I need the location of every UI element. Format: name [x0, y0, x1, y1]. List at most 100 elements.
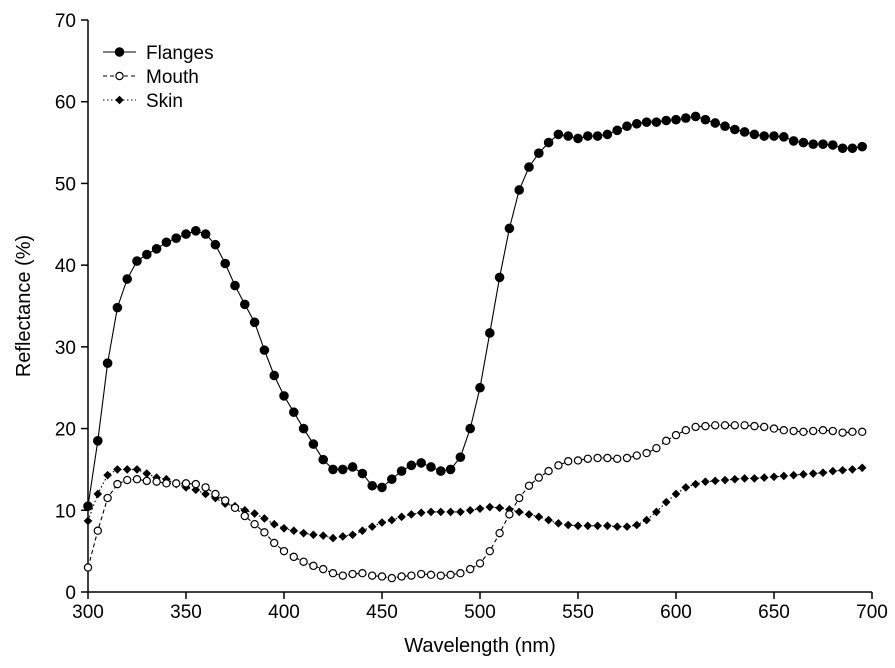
data-point-mouth [534, 473, 544, 482]
y-tick-label: 30 [55, 338, 76, 359]
data-point-skin [701, 477, 710, 486]
data-point-skin [710, 476, 720, 486]
data-point-mouth [230, 503, 240, 513]
data-point-flanges [749, 129, 760, 140]
data-point-flanges [808, 139, 819, 150]
data-point-skin [289, 526, 299, 536]
data-point-mouth [622, 453, 632, 463]
data-point-mouth [270, 538, 279, 548]
data-point-flanges [102, 358, 113, 369]
data-point-mouth [828, 426, 838, 436]
data-point-mouth [211, 489, 220, 499]
data-point-mouth [162, 479, 171, 488]
data-point-skin [759, 473, 769, 482]
data-point-flanges [465, 423, 476, 434]
data-point-flanges [289, 407, 299, 418]
data-point-flanges [494, 272, 505, 283]
data-point-skin [750, 474, 759, 483]
data-point-skin [642, 515, 651, 525]
data-point-mouth [740, 421, 749, 430]
data-point-skin [622, 522, 632, 531]
data-point-skin [348, 530, 357, 540]
data-point-flanges [622, 121, 632, 132]
data-point-mouth [662, 436, 671, 446]
data-point-mouth [397, 572, 406, 581]
data-point-mouth [466, 564, 475, 574]
x-tick-label: 300 [72, 602, 104, 623]
data-point-mouth [701, 421, 710, 431]
data-point-flanges [122, 274, 132, 284]
data-point-flanges [200, 229, 211, 239]
data-point-skin [377, 518, 387, 527]
data-point-mouth [681, 426, 691, 435]
axes: 300 350 400 450 500 550 600 650 700 0 10 20 30 40 50 60… [55, 11, 888, 623]
data-point-flanges [455, 452, 466, 462]
data-point-mouth [730, 421, 740, 430]
data-point-skin [495, 503, 504, 513]
data-point-mouth [573, 456, 583, 465]
data-point-skin [83, 516, 93, 526]
data-point-mouth [260, 528, 269, 537]
data-point-mouth [613, 454, 622, 464]
data-point-flanges [328, 464, 338, 475]
data-point-skin [465, 505, 475, 515]
data-point-mouth [328, 569, 338, 578]
data-point-mouth [720, 421, 730, 430]
data-point-flanges [514, 185, 525, 195]
data-point-skin [720, 475, 730, 485]
data-point-mouth [838, 428, 847, 437]
data-point-mouth [309, 561, 318, 571]
data-point-mouth [848, 427, 857, 437]
data-point-mouth [417, 569, 426, 579]
data-point-flanges [592, 131, 603, 141]
data-point-flanges [553, 129, 564, 140]
legend-marker [115, 95, 124, 105]
data-point-skin [436, 507, 446, 517]
data-point-mouth [171, 479, 181, 488]
data-point-skin [593, 521, 602, 531]
data-point-flanges [632, 118, 642, 129]
data-point-flanges [396, 466, 407, 476]
data-point-skin [358, 526, 367, 536]
x-tick-label: 400 [268, 602, 300, 623]
data-point-mouth [691, 422, 700, 432]
data-point-flanges [710, 118, 721, 128]
data-point-mouth [769, 424, 779, 433]
data-point-mouth [387, 573, 396, 583]
data-point-skin [318, 531, 328, 540]
data-point-mouth [671, 430, 681, 440]
series-line-mouth [87, 424, 863, 579]
data-point-mouth [652, 443, 661, 453]
data-point-skin [103, 470, 112, 480]
data-point-mouth [711, 421, 720, 430]
y-tick-label: 0 [65, 583, 76, 604]
data-point-mouth [358, 569, 367, 578]
x-tick-label: 550 [562, 602, 594, 623]
data-point-flanges [132, 256, 142, 266]
data-point-mouth [858, 427, 867, 437]
data-point-flanges [671, 114, 681, 125]
data-point-mouth [240, 511, 249, 521]
data-point-flanges [445, 464, 456, 475]
data-point-skin [446, 507, 455, 517]
data-point-flanges [93, 436, 103, 446]
data-point-skin [367, 522, 377, 531]
data-point-flanges [436, 466, 446, 476]
data-point-flanges [681, 113, 691, 123]
data-point-flanges [788, 136, 799, 146]
data-point-flanges [83, 501, 93, 512]
data-point-flanges [534, 148, 544, 158]
data-point-flanges [426, 462, 436, 472]
data-point-skin [544, 515, 553, 525]
data-point-mouth [279, 546, 289, 556]
data-point-skin [740, 474, 749, 483]
data-point-skin [260, 514, 269, 523]
data-point-flanges [543, 137, 554, 148]
data-point-skin [397, 512, 406, 522]
data-point-mouth [368, 571, 377, 580]
x-tick-label: 700 [856, 602, 888, 623]
y-axis-label: Reflectance (%) [13, 235, 35, 377]
data-point-skin [279, 523, 289, 533]
data-point-skin [250, 509, 259, 518]
